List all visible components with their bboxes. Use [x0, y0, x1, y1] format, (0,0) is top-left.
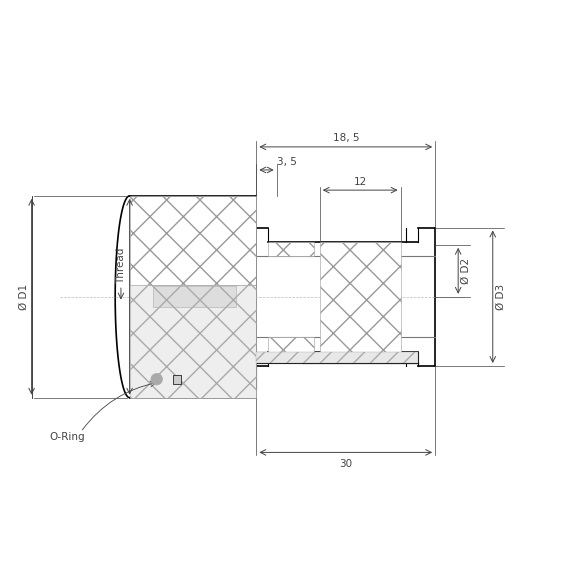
Bar [130, 285, 257, 398]
Text: 3, 5: 3, 5 [276, 157, 297, 167]
Bar [257, 352, 418, 363]
Text: 30: 30 [339, 459, 352, 469]
Circle shape [151, 374, 162, 385]
Bar [130, 196, 257, 285]
Bar [173, 375, 182, 384]
Text: 12: 12 [353, 177, 367, 187]
Text: Ø D3: Ø D3 [496, 283, 506, 310]
Bar [268, 242, 314, 257]
Bar [320, 242, 400, 352]
Bar [152, 286, 236, 307]
Text: O-Ring: O-Ring [49, 432, 84, 442]
Text: Thread: Thread [116, 247, 126, 283]
Bar [268, 337, 314, 352]
Text: 18, 5: 18, 5 [332, 133, 359, 143]
Text: Ø D2: Ø D2 [461, 258, 471, 284]
Text: Ø D1: Ø D1 [19, 283, 29, 310]
